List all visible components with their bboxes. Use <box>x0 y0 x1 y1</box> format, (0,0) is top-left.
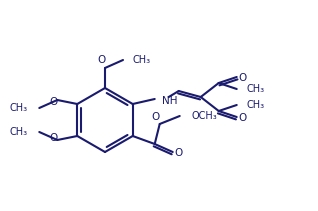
Text: O: O <box>238 73 247 83</box>
Text: O: O <box>175 148 183 158</box>
Text: O: O <box>238 113 247 123</box>
Text: CH₃: CH₃ <box>133 55 151 65</box>
Text: OCH₃: OCH₃ <box>192 111 218 121</box>
Text: O: O <box>152 112 160 122</box>
Text: NH: NH <box>162 96 177 106</box>
Text: O: O <box>49 133 58 143</box>
Text: CH₃: CH₃ <box>247 100 265 110</box>
Text: CH₃: CH₃ <box>247 84 265 94</box>
Text: CH₃: CH₃ <box>9 103 27 113</box>
Text: O: O <box>49 97 58 107</box>
Text: O: O <box>97 55 105 65</box>
Text: CH₃: CH₃ <box>9 127 27 137</box>
